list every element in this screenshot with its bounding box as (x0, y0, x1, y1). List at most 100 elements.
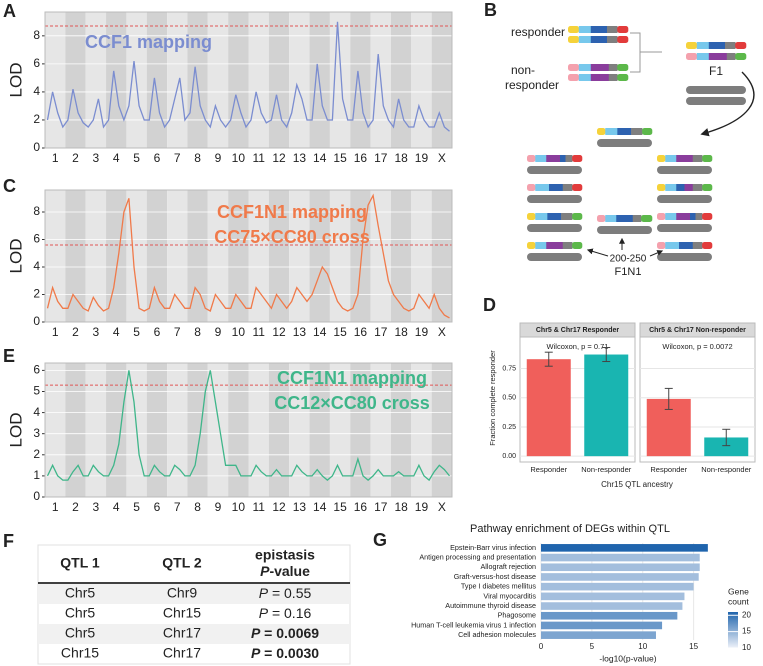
chromosome-segment (632, 215, 642, 222)
chromosome-segment (692, 155, 703, 162)
x-tick-label: 1 (52, 151, 59, 165)
x-tick-label: 3 (93, 325, 100, 339)
x-tick-label: 10 (638, 642, 647, 651)
chromosome-band (45, 12, 66, 148)
plot-border (44, 11, 453, 149)
chromosome (597, 226, 652, 234)
chromosome (686, 97, 746, 105)
cross-bracket (630, 32, 662, 73)
x-tick-label: 6 (154, 500, 161, 514)
y-tick-label: Cell adhesion molecules (458, 630, 536, 639)
chromosome-band (390, 363, 412, 497)
x-tick-label: 2 (72, 151, 79, 165)
facet-title: Chr5 & Chr17 Non-responder (649, 327, 746, 334)
italic-symbol: P (251, 625, 261, 641)
x-tick-label: 4 (113, 500, 120, 514)
bar (541, 553, 700, 562)
text-rest: = 0.0069 (260, 625, 319, 641)
x-tick-label: 15 (333, 500, 347, 514)
x-tick-label: 16 (354, 325, 368, 339)
chromosome-band (167, 190, 188, 322)
node-label: F1 (709, 64, 723, 78)
chromosome-segment (608, 74, 618, 81)
chromosome (527, 166, 582, 174)
chromosome-band (268, 12, 290, 148)
x-tick-label: 5 (590, 642, 595, 651)
panel-label: D (483, 295, 496, 315)
chromosome-band (329, 363, 351, 497)
node-label: responder (505, 78, 559, 92)
table-cell: Chr5 (65, 585, 96, 601)
y-axis-label: LOD (6, 239, 25, 274)
bar (704, 437, 749, 457)
italic-symbol: P (260, 563, 270, 579)
x-tick-label: 15 (689, 642, 698, 651)
panel-label: A (3, 1, 16, 21)
bar (541, 544, 708, 552)
x-tick-label: 2 (72, 325, 79, 339)
chromosome-segment (546, 242, 564, 249)
x-tick-label: 12 (272, 500, 286, 514)
bar (526, 359, 571, 457)
annotation: Wilcoxon, p = 0.0072 (662, 342, 732, 351)
chromosome-band (146, 190, 168, 322)
x-tick-label: 6 (154, 325, 161, 339)
chromosome-segment (607, 26, 618, 33)
x-tick-label: 15 (333, 325, 347, 339)
chromosome-segment (605, 128, 618, 135)
y-tick-label: Allograft rejection (480, 562, 536, 571)
chromosome-band (411, 12, 432, 148)
x-tick-label: 4 (113, 325, 120, 339)
y-tick-label: Antigen processing and presentation (419, 552, 536, 561)
lod-trace (46, 370, 451, 482)
x-tick-label: 18 (394, 500, 408, 514)
chart-title: CC75×CC80 cross (214, 227, 370, 247)
chromosome-band (329, 12, 351, 148)
chromosome-segment (607, 36, 618, 43)
chromosome-band (228, 190, 249, 322)
bar (584, 354, 629, 457)
chromosome-band (289, 190, 310, 322)
x-tick-label: 18 (394, 151, 408, 165)
chromosome-band (207, 363, 229, 497)
x-tick-label: Non-responder (581, 465, 632, 474)
chromosome-segment (631, 128, 643, 135)
chromosome-segment (535, 242, 547, 249)
lod-trace (46, 193, 450, 319)
x-tick-label: 13 (293, 500, 307, 514)
node-label: F1N1 (615, 266, 642, 278)
chromosome-band (106, 363, 127, 497)
y-tick-label: 0 (33, 489, 40, 503)
chromosome-band (431, 12, 452, 148)
chromosome-band (350, 363, 371, 497)
chromosome-segment (696, 42, 710, 49)
y-tick-label: 0.00 (502, 453, 516, 460)
chromosome-band (146, 12, 168, 148)
x-tick-label: 14 (313, 151, 327, 165)
text-rest: = 0.16 (268, 605, 311, 621)
chromosome-segment (686, 53, 698, 60)
chromosome-segment (702, 213, 713, 220)
chromosome-band (187, 190, 208, 322)
chromosome-segment (608, 64, 618, 71)
chromosome-band (228, 363, 249, 497)
chart-title: CCF1N1 mapping (277, 368, 427, 388)
chromosome (597, 139, 652, 147)
x-tick-label: 5 (133, 151, 140, 165)
chromosome-band (106, 190, 127, 322)
x-tick-label: 12 (272, 151, 286, 165)
x-tick-label: 3 (93, 500, 100, 514)
colorbar (728, 612, 738, 648)
x-tick-label: 15 (333, 151, 347, 165)
y-tick-label: 1 (33, 468, 40, 482)
x-tick-label: 7 (174, 151, 181, 165)
chromosome-band (289, 363, 310, 497)
chromosome-segment (617, 26, 629, 33)
chromosome-segment (665, 184, 677, 191)
chromosome-segment (565, 155, 573, 162)
chromosome-segment (546, 155, 561, 162)
y-tick-label: 2 (33, 112, 40, 126)
chromosome-segment (725, 42, 736, 49)
chromosome-band (411, 190, 432, 322)
